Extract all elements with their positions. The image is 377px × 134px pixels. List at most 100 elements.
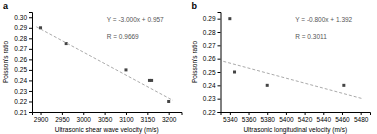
tick-mark (361, 112, 362, 115)
tick-mark (218, 19, 221, 20)
trendline (36, 27, 173, 101)
tick-mark (169, 112, 170, 115)
tick-mark (218, 85, 221, 86)
tick-label: 0.28 (14, 35, 27, 42)
tick-label: 3200 (162, 116, 177, 123)
tick-mark (147, 112, 148, 115)
tick-mark (230, 112, 231, 115)
tick-label: 0.29 (203, 15, 216, 22)
tick: 0.26 (14, 56, 32, 63)
tick: 5360 (242, 112, 257, 123)
tick-mark (29, 38, 32, 39)
tick-mark (323, 112, 324, 115)
tick-label: 0.26 (14, 56, 27, 63)
tick: 5380 (260, 112, 275, 123)
tick-mark (105, 112, 106, 115)
tick-mark (218, 72, 221, 73)
tick-label: 0.23 (14, 88, 27, 95)
plot-area (223, 17, 362, 99)
axis-line (29, 13, 33, 113)
annotation: Y = -3.000x + 0.957 (107, 16, 164, 23)
tick: 0.28 (14, 35, 32, 42)
tick-label: 0.23 (203, 95, 216, 102)
tick-mark (218, 99, 221, 100)
tick-mark (305, 112, 306, 115)
tick: 0.29 (203, 15, 221, 22)
panel-label: a (3, 1, 9, 11)
tick-label: 0.25 (203, 69, 216, 76)
point (150, 79, 153, 82)
tick-label: 0.22 (203, 109, 216, 116)
tick: 3150 (141, 112, 156, 123)
axis-line (218, 13, 222, 113)
tick-label: 2900 (34, 116, 49, 123)
tick: 5440 (317, 112, 332, 123)
point (228, 17, 231, 20)
annotation: Y = -0.800x + 1.392 (295, 16, 352, 23)
panel: 29002950300030503100315032000.210.220.23… (2, 1, 182, 134)
tick-mark (218, 59, 221, 60)
annotation: R = 0.9669 (107, 33, 139, 40)
tick-label: 3000 (77, 116, 92, 123)
tick: 0.24 (14, 77, 32, 84)
tick-label: 5380 (260, 116, 275, 123)
tick-mark (342, 112, 343, 115)
tick-mark (29, 80, 32, 81)
x-axis: 2900 2950 3000 3050 3100 3150 3200 (33, 112, 183, 123)
tick: 0.25 (14, 66, 32, 73)
tick: 2950 (55, 112, 70, 123)
tick-label: 3050 (98, 116, 113, 123)
tick-label: 5440 (317, 116, 332, 123)
plot-area (36, 26, 173, 103)
tick: 0.21 (14, 109, 32, 116)
figure: 2900 2950 3000 3050 3100 3150 3200 0.21 0.22 0.23… (0, 0, 377, 134)
tick: 3050 (98, 112, 113, 123)
tick-label: 0.24 (14, 77, 27, 84)
tick: 0.27 (14, 45, 32, 52)
panel: 534053605380540054205440546054800.220.23… (191, 1, 371, 134)
tick: 5480 (354, 112, 369, 123)
tick: 0.22 (203, 109, 221, 116)
tick-mark (126, 112, 127, 115)
tick: 0.24 (203, 82, 221, 89)
tick-label: 0.28 (203, 29, 216, 36)
x-axis: 53405360538054005420544054605480 (221, 112, 371, 123)
tick-label: 5420 (298, 116, 313, 123)
tick-label: 0.27 (203, 42, 216, 49)
tick-mark (62, 112, 63, 115)
tick-label: 3100 (119, 116, 134, 123)
point (39, 26, 42, 29)
point (167, 100, 170, 103)
tick: 3100 (119, 112, 134, 123)
trendline (223, 61, 362, 98)
tick: 0.26 (203, 55, 221, 62)
tick: 5420 (298, 112, 313, 123)
tick-label: 0.25 (14, 66, 27, 73)
y-label: Poisson's ratio (191, 41, 198, 83)
tick: 2900 (34, 112, 49, 123)
tick-mark (218, 45, 221, 46)
tick-label: 3150 (141, 116, 156, 123)
tick-mark (267, 112, 268, 115)
tick-mark (41, 112, 42, 115)
tick: 0.27 (203, 42, 221, 49)
tick: 5400 (279, 112, 294, 123)
tick-mark (29, 49, 32, 50)
tick-mark (29, 91, 32, 92)
tick: 0.28 (203, 29, 221, 36)
point (124, 68, 127, 71)
tick-mark (29, 101, 32, 102)
tick: 0.29 (14, 24, 32, 31)
tick-label: 2950 (55, 116, 70, 123)
tick-mark (29, 17, 32, 18)
tick-mark (29, 28, 32, 29)
tick: 5460 (335, 112, 350, 123)
tick-label: 5360 (242, 116, 257, 123)
tick-mark (218, 112, 221, 113)
tick-label: 0.30 (14, 14, 27, 21)
tick-mark (29, 59, 32, 60)
tick: 0.30 (14, 14, 32, 21)
tick-mark (83, 112, 84, 115)
point (233, 71, 236, 74)
tick: 0.23 (203, 95, 221, 102)
